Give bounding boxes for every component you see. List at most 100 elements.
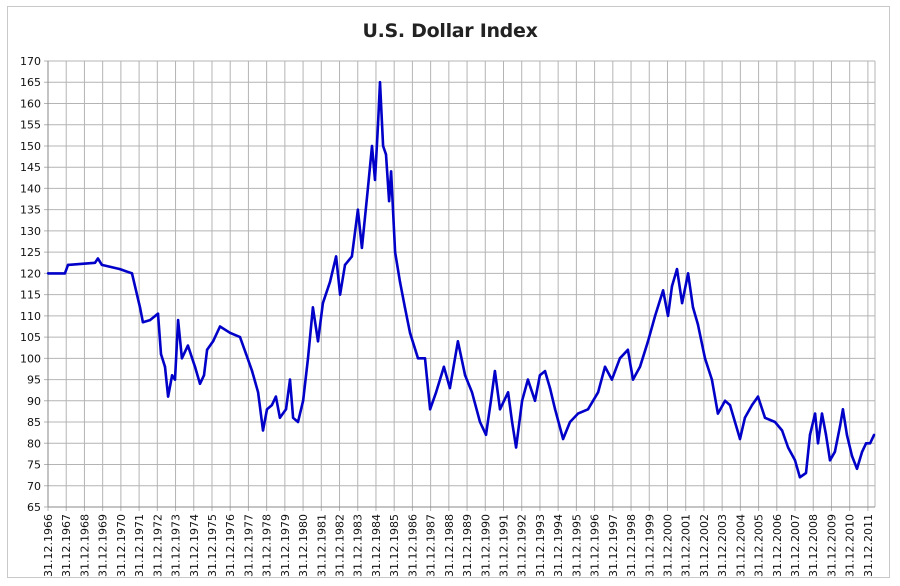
chart-frame [7,6,890,578]
data-point [301,399,305,403]
y-tick-label: 140 [20,182,41,195]
x-tick-label: 31.12.1989 [461,514,474,577]
data-point [763,416,767,419]
data-point [238,335,242,339]
data-point [514,446,518,449]
x-tick-label: 31.12.1979 [279,514,292,577]
data-point [670,284,674,288]
x-tick-label: 31.12.1985 [388,514,401,577]
x-tick-label: 31.12.1983 [352,514,365,577]
data-point [93,261,97,264]
data-point [828,459,832,462]
data-point [723,399,727,403]
data-point [456,340,460,343]
y-axis-ticks: 65 70 75 80 85 90 95 100 105 110 115 120 125 130 135 14… [20,55,41,514]
x-tick-label: 31.12.1993 [534,514,547,577]
data-point [378,81,382,84]
y-tick-label: 105 [20,331,41,344]
data-point [626,348,630,352]
data-point [381,144,385,148]
data-point [478,420,482,424]
data-point [548,386,552,390]
data-point [250,369,254,373]
data-point [265,408,269,411]
data-point [750,403,754,407]
data-point [170,374,174,377]
data-point [408,331,412,335]
data-point [576,412,580,415]
data-point [838,425,842,428]
x-tick-label: 31.12.1999 [643,514,656,577]
x-tick-label: 31.12.1966 [42,514,55,577]
data-point [373,178,377,182]
data-point [173,378,177,381]
x-tick-label: 31.12.1974 [188,514,201,577]
data-point [463,374,467,377]
data-point [370,144,374,148]
data-point [804,471,808,475]
x-tick-label: 31.12.1978 [261,514,274,577]
data-point [423,357,427,360]
data-point [586,408,590,411]
data-point [328,280,332,284]
data-point [841,408,845,411]
y-tick-label: 125 [20,246,41,259]
data-point [138,306,142,309]
x-tick-label: 31.12.1991 [498,514,511,577]
y-tick-label: 85 [27,416,41,429]
y-tick-label: 110 [20,310,41,323]
data-point [434,391,438,394]
data-point [186,344,190,347]
x-tick-label: 31.12.1998 [625,514,638,577]
data-point [868,442,872,445]
x-tick-label: 31.12.2008 [807,514,820,577]
data-point [860,450,864,453]
x-tick-label: 31.12.2003 [716,514,729,577]
y-tick-label: 150 [20,140,41,153]
data-point [526,378,530,381]
data-point [198,382,202,386]
data-point [384,153,388,156]
data-point [710,378,714,381]
x-tick-label: 31.12.1973 [170,514,183,577]
data-point [738,437,742,441]
data-point [520,399,524,403]
data-point [646,340,650,343]
x-tick-label: 31.12.2006 [771,514,784,577]
data-point [46,272,50,275]
y-tick-label: 65 [27,501,41,514]
y-tick-label: 70 [27,480,41,493]
x-tick-label: 31.12.1969 [97,514,110,577]
x-tick-label: 31.12.1995 [570,514,583,577]
x-tick-label: 31.12.1968 [78,514,91,577]
data-point [691,306,695,309]
y-tick-label: 155 [20,119,41,132]
y-tick-label: 130 [20,225,41,238]
data-point [389,170,393,173]
data-point [855,467,859,470]
chart-title: U.S. Dollar Index [362,20,538,42]
data-point [316,340,320,343]
x-tick-label: 31.12.1990 [479,514,492,577]
data-point [356,208,360,211]
y-tick-label: 100 [20,352,41,365]
data-point [211,340,215,343]
data-point [130,272,134,275]
data-point [291,416,295,419]
data-point [148,318,152,322]
x-tick-label: 31.12.1975 [206,514,219,577]
x-tick-label: 31.12.2004 [734,514,747,577]
y-tick-label: 80 [27,437,41,450]
x-tick-label: 31.12.1977 [242,514,255,577]
data-point [360,246,364,250]
x-tick-label: 31.12.1997 [607,514,620,577]
data-point [393,250,397,254]
data-point [498,408,502,411]
data-point [538,374,542,377]
x-tick-label: 31.12.2007 [789,514,802,577]
data-point [270,403,274,407]
data-point [442,365,446,369]
x-tick-label: 31.12.1976 [224,514,237,577]
data-point [675,267,679,271]
data-point [218,325,222,328]
